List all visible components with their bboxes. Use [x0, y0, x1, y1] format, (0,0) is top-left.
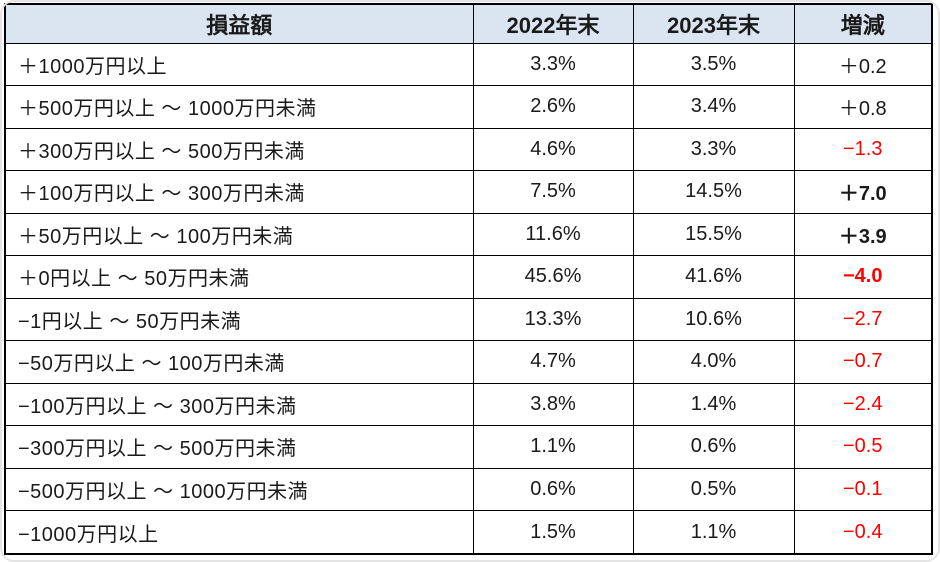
value-2023: 41.6% — [632, 255, 795, 299]
table-row: −1円以上 ～ 50万円未満 13.3% 10.6% −2.7 — [4, 297, 933, 342]
row-label: −300万円以上 ～ 500万円未満 — [4, 425, 474, 469]
change-value: −4.0 — [793, 255, 933, 299]
change-value: −2.7 — [793, 297, 933, 342]
change-value: ＋0.8 — [793, 85, 933, 129]
table-row: −500万円以上 ～ 1000万円未満 0.6% 0.5% −0.1 — [4, 467, 933, 512]
column-header-end-2022: 2022年末 — [472, 3, 634, 44]
table-row: ＋0円以上 ～ 50万円未満 45.6% 41.6% −4.0 — [4, 255, 933, 299]
change-value: −2.4 — [793, 382, 933, 427]
column-header-end-2023: 2023年末 — [632, 3, 795, 44]
value-2022: 7.5% — [472, 170, 634, 214]
value-2023: 14.5% — [632, 170, 795, 214]
table-row: ＋50万円以上 ～ 100万円未満 11.6% 15.5% ＋3.9 — [4, 212, 933, 257]
value-2022: 4.7% — [472, 340, 634, 384]
row-label: ＋300万円以上 ～ 500万円未満 — [4, 127, 474, 172]
change-value: ＋3.9 — [793, 212, 933, 257]
row-label: ＋100万円以上 ～ 300万円未満 — [4, 170, 474, 214]
table-row: ＋100万円以上 ～ 300万円未満 7.5% 14.5% ＋7.0 — [4, 170, 933, 214]
change-value: −0.4 — [793, 510, 933, 555]
value-2023: 1.1% — [632, 510, 795, 555]
value-2022: 3.8% — [472, 382, 634, 427]
value-2023: 3.5% — [632, 42, 795, 87]
value-2023: 3.4% — [632, 85, 795, 129]
header-row: 損益額 2022年末 2023年末 増減 — [4, 3, 933, 44]
value-2022: 3.3% — [472, 42, 634, 87]
row-label: ＋500万円以上 ～ 1000万円未満 — [4, 85, 474, 129]
value-2022: 0.6% — [472, 467, 634, 512]
row-label: ＋0円以上 ～ 50万円未満 — [4, 255, 474, 299]
change-value: ＋7.0 — [793, 170, 933, 214]
value-2023: 3.3% — [632, 127, 795, 172]
row-label: ＋50万円以上 ～ 100万円未満 — [4, 212, 474, 257]
value-2022: 11.6% — [472, 212, 634, 257]
value-2023: 1.4% — [632, 382, 795, 427]
row-label: −1000万円以上 — [4, 510, 474, 555]
table-row: ＋1000万円以上 3.3% 3.5% ＋0.2 — [4, 42, 933, 87]
table-row: −100万円以上 ～ 300万円未満 3.8% 1.4% −2.4 — [4, 382, 933, 427]
change-value: −1.3 — [793, 127, 933, 172]
column-header-change: 増減 — [793, 3, 933, 44]
value-2022: 1.1% — [472, 425, 634, 469]
change-value: ＋0.2 — [793, 42, 933, 87]
value-2022: 1.5% — [472, 510, 634, 555]
change-value: −0.1 — [793, 467, 933, 512]
table-row: −300万円以上 ～ 500万円未満 1.1% 0.6% −0.5 — [4, 425, 933, 469]
value-2022: 2.6% — [472, 85, 634, 129]
value-2022: 45.6% — [472, 255, 634, 299]
value-2022: 4.6% — [472, 127, 634, 172]
value-2023: 0.6% — [632, 425, 795, 469]
row-label: −100万円以上 ～ 300万円未満 — [4, 382, 474, 427]
table-row: ＋300万円以上 ～ 500万円未満 4.6% 3.3% −1.3 — [4, 127, 933, 172]
row-label: ＋1000万円以上 — [4, 42, 474, 87]
value-2023: 4.0% — [632, 340, 795, 384]
row-label: −1円以上 ～ 50万円未満 — [4, 297, 474, 342]
value-2023: 15.5% — [632, 212, 795, 257]
profit-loss-distribution-table: 損益額 2022年末 2023年末 増減 ＋1000万円以上 3.3% 3.5%… — [4, 3, 933, 555]
table-row: −50万円以上 ～ 100万円未満 4.7% 4.0% −0.7 — [4, 340, 933, 384]
change-value: −0.5 — [793, 425, 933, 469]
table-row: −1000万円以上 1.5% 1.1% −0.4 — [4, 510, 933, 555]
column-header-profit-loss-amount: 損益額 — [4, 3, 474, 44]
value-2023: 10.6% — [632, 297, 795, 342]
row-label: −500万円以上 ～ 1000万円未満 — [4, 467, 474, 512]
row-label: −50万円以上 ～ 100万円未満 — [4, 340, 474, 384]
value-2023: 0.5% — [632, 467, 795, 512]
table-row: ＋500万円以上 ～ 1000万円未満 2.6% 3.4% ＋0.8 — [4, 85, 933, 129]
change-value: −0.7 — [793, 340, 933, 384]
value-2022: 13.3% — [472, 297, 634, 342]
